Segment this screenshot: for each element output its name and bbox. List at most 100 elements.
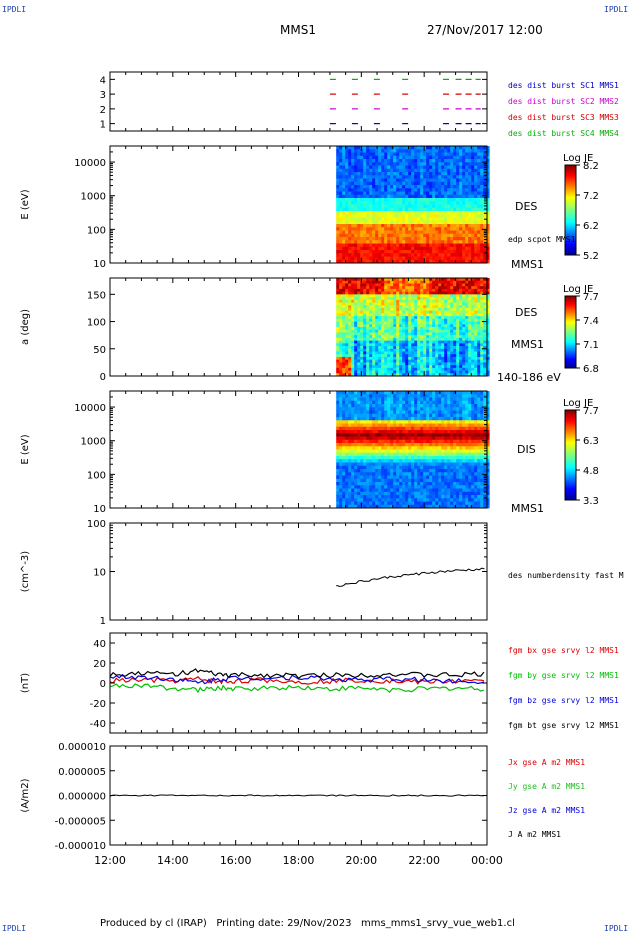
des-pitch-heat-cell [354, 367, 358, 371]
des-pitch-heat-cell [390, 332, 394, 336]
dis-energy-heat-cell [354, 391, 358, 395]
des-pitch-heat-cell [423, 327, 427, 331]
des-energy-heat-cell [483, 243, 487, 248]
dis-energy-heat-cell [408, 397, 412, 402]
des-pitch-heat-cell [453, 283, 457, 287]
des-pitch-heat-cell [393, 291, 397, 295]
des-pitch-heat-cell [336, 343, 340, 347]
des-pitch-heat-cell [471, 299, 475, 303]
dis-energy-heat-cell [351, 436, 355, 441]
des-pitch-heat-cell [441, 362, 445, 366]
des-energy-heat-cell [390, 149, 394, 153]
dis-energy-heat-cell [366, 456, 370, 460]
des-pitch-heat-cell [426, 373, 430, 377]
des-pitch-heat-cell [348, 318, 352, 322]
dis-energy-heat-cell [441, 423, 445, 428]
dis-energy-heat-cell [375, 400, 379, 405]
dis-energy-heat-cell [396, 439, 400, 444]
dis-energy-heat-cell [432, 443, 436, 447]
dis-energy-heat-cell [381, 397, 385, 402]
des-energy-heat-cell [483, 240, 487, 244]
des-pitch-heat-cell [396, 316, 400, 320]
des-pitch-heat-cell [354, 294, 358, 298]
des-pitch-heat-cell [408, 321, 412, 325]
des-energy-heat-cell [462, 207, 466, 212]
des-energy-heat-cell [378, 149, 382, 153]
des-energy-heat-cell [381, 243, 385, 248]
des-energy-heat-cell [456, 237, 460, 241]
des-energy-heat-cell [396, 149, 400, 153]
des-pitch-heat-cell [456, 327, 460, 331]
des-pitch-heat-cell [354, 302, 358, 306]
des-energy-heat-cell [402, 230, 406, 235]
des-energy-heat-cell [345, 191, 349, 196]
des-energy-heat-cell [447, 243, 451, 248]
dis-energy-heat-cell [375, 485, 379, 489]
des-energy-heat-cell [465, 237, 469, 241]
des-energy-heat-cell [399, 188, 403, 192]
des-pitch-heat-cell [357, 278, 361, 282]
des-energy-heat-cell [342, 217, 346, 222]
des-pitch-heat-cell [483, 318, 487, 322]
dis-energy-heat-cell [435, 420, 439, 424]
des-energy-heat-cell [420, 253, 424, 257]
des-pitch-heat-cell [381, 313, 385, 317]
des-pitch-heat-cell [477, 362, 481, 366]
des-pitch-heat-cell [486, 370, 490, 374]
dis-energy-heat-cell [378, 423, 382, 428]
des-pitch-heat-cell [483, 316, 487, 320]
dis-energy-heat-cell [402, 452, 406, 457]
des-pitch-heat-cell [441, 356, 445, 361]
des-pitch-heat-cell [426, 286, 430, 290]
des-energy-heat-cell [390, 185, 394, 189]
des-pitch-heat-cell [369, 329, 373, 333]
dis-energy-heat-cell [396, 472, 400, 476]
des-energy-heat-cell [357, 230, 361, 235]
des-pitch-heat-cell [414, 359, 418, 363]
des-energy-heat-cell [378, 168, 382, 173]
des-energy-heat-cell [468, 172, 472, 176]
des-energy-heat-cell [402, 159, 406, 163]
des-pitch-heat-cell [447, 370, 451, 374]
dis-energy-heat-cell [396, 475, 400, 480]
des-pitch-heat-cell [465, 310, 469, 314]
des-energy-heat-cell [399, 233, 403, 238]
des-pitch-heat-cell [411, 321, 415, 325]
dis-energy-heat-cell [408, 501, 412, 506]
des-pitch-heat-cell [459, 278, 463, 282]
des-pitch-heat-cell [432, 288, 436, 293]
des-energy-heat-cell [342, 243, 346, 248]
des-energy-heat-cell [363, 204, 367, 209]
dis-energy-heat-cell [408, 433, 412, 437]
des-energy-heat-cell [414, 175, 418, 179]
des-energy-heat-cell [372, 237, 376, 241]
des-energy-heat-cell [396, 188, 400, 192]
des-pitch-heat-cell [483, 321, 487, 325]
des-pitch-heat-cell [372, 291, 376, 295]
des-pitch-heat-cell [477, 337, 481, 342]
dis-energy-heat-cell [378, 413, 382, 418]
des-pitch-heat-cell [399, 316, 403, 320]
dis-energy-heat-cell [441, 469, 445, 473]
des-pitch-heat-cell [432, 318, 436, 322]
des-energy-heat-cell [354, 214, 358, 218]
des-pitch-heat-cell [378, 335, 382, 339]
des-pitch-heat-cell [480, 291, 484, 295]
des-energy-heat-cell [402, 250, 406, 254]
dis-energy-heat-cell [384, 404, 388, 408]
des-pitch-heat-cell [486, 305, 490, 309]
des-energy-heat-cell [471, 253, 475, 257]
dis-energy-heat-cell [366, 443, 370, 447]
des-pitch-heat-cell [447, 329, 451, 333]
des-energy-heat-cell [459, 250, 463, 254]
des-pitch-heat-cell [396, 288, 400, 293]
des-pitch-heat-cell [402, 294, 406, 298]
des-pitch-heat-cell [414, 278, 418, 282]
des-energy-heat-cell [432, 259, 436, 264]
dis-energy-heat-cell [411, 456, 415, 460]
des-energy-heat-cell [423, 155, 427, 160]
dis-energy-heat-cell [390, 449, 394, 454]
dis-energy-heat-cell [438, 501, 442, 506]
des-pitch-heat-cell [384, 313, 388, 317]
des-energy-heat-cell [402, 185, 406, 189]
